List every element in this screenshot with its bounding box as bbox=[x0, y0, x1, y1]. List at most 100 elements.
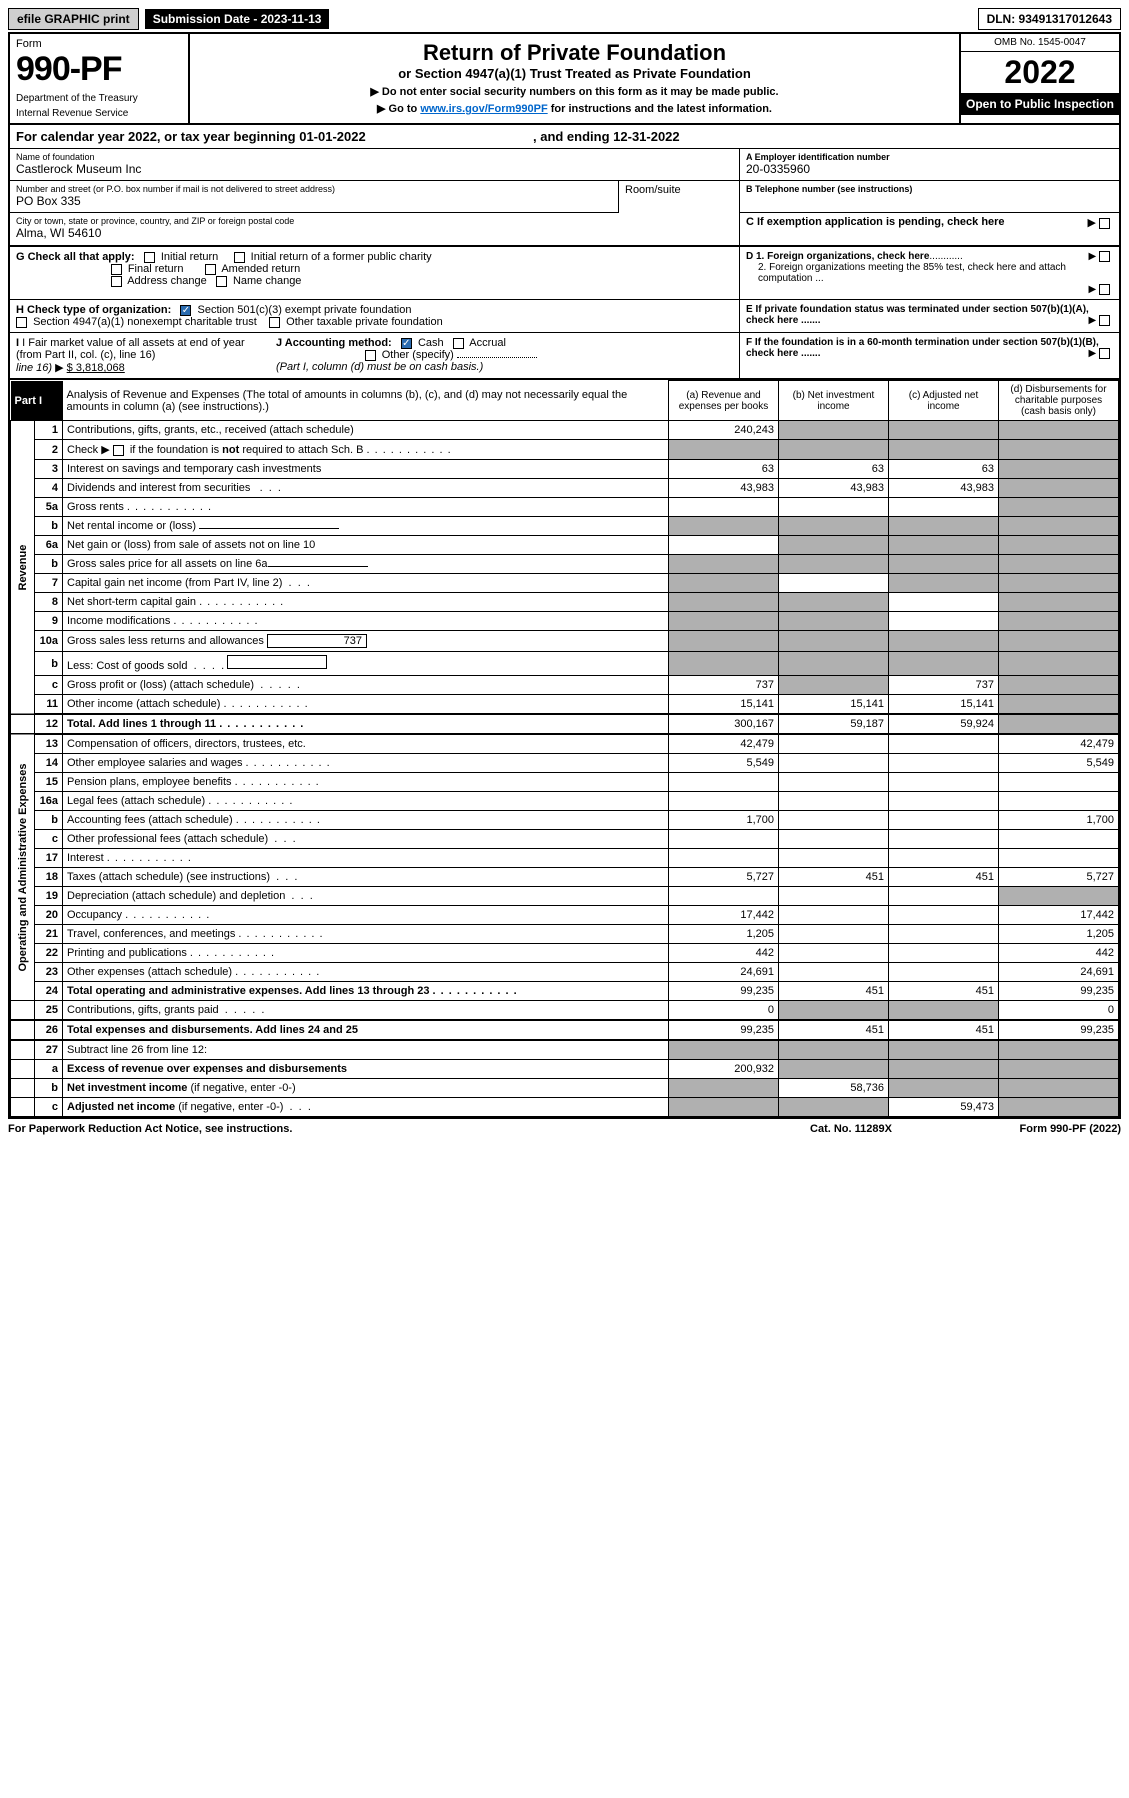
foundation-name: Castlerock Museum Inc bbox=[16, 162, 733, 176]
section-h-e: H Check type of organization: Section 50… bbox=[10, 300, 1119, 333]
row-16a: 16aLegal fees (attach schedule) bbox=[11, 792, 1119, 811]
4947-check[interactable] bbox=[16, 317, 27, 328]
form-footer-label: Form 990-PF (2022) bbox=[961, 1123, 1121, 1135]
col-c-header: (c) Adjusted net income bbox=[889, 381, 999, 421]
header-left: Form 990-PF Department of the Treasury I… bbox=[10, 34, 190, 123]
header-note2: ▶ Go to www.irs.gov/Form990PF for instru… bbox=[200, 102, 949, 115]
header-center: Return of Private Foundation or Section … bbox=[190, 34, 959, 123]
room-suite: Room/suite bbox=[619, 181, 739, 213]
telephone-row: B Telephone number (see instructions) bbox=[740, 181, 1119, 213]
tax-year: 2022 bbox=[961, 52, 1119, 93]
address-row: Number and street (or P.O. box number if… bbox=[10, 181, 619, 213]
row-5b: bNet rental income or (loss) bbox=[11, 517, 1119, 536]
col-a-header: (a) Revenue and expenses per books bbox=[669, 381, 779, 421]
col-b-header: (b) Net investment income bbox=[779, 381, 889, 421]
other-taxable-check[interactable] bbox=[269, 317, 280, 328]
row-3: 3Interest on savings and temporary cash … bbox=[11, 460, 1119, 479]
e-checkbox[interactable] bbox=[1099, 315, 1110, 326]
row-6a: 6aNet gain or (loss) from sale of assets… bbox=[11, 536, 1119, 555]
row-20: 20Occupancy 17,44217,442 bbox=[11, 906, 1119, 925]
section-i-j-f: I I Fair market value of all assets at e… bbox=[10, 333, 1119, 380]
address: PO Box 335 bbox=[16, 194, 612, 208]
expenses-label: Operating and Administrative Expenses bbox=[11, 734, 35, 1001]
row-1: Revenue 1 Contributions, gifts, grants, … bbox=[11, 421, 1119, 440]
row-18: 18Taxes (attach schedule) (see instructi… bbox=[11, 868, 1119, 887]
city-row: City or town, state or province, country… bbox=[10, 213, 739, 245]
i-j-row: I I Fair market value of all assets at e… bbox=[10, 333, 739, 378]
initial-former-check[interactable] bbox=[234, 252, 245, 263]
header-right: OMB No. 1545-0047 2022 Open to Public In… bbox=[959, 34, 1119, 123]
d-checks: D 1. Foreign organizations, check here..… bbox=[739, 247, 1119, 299]
dln-label: DLN: 93491317012643 bbox=[978, 8, 1121, 30]
row-23: 23Other expenses (attach schedule) 24,69… bbox=[11, 963, 1119, 982]
name-change-check[interactable] bbox=[216, 276, 227, 287]
exemption-checkbox[interactable] bbox=[1099, 218, 1110, 229]
row-27a: aExcess of revenue over expenses and dis… bbox=[11, 1060, 1119, 1079]
initial-return-check[interactable] bbox=[144, 252, 155, 263]
city-state-zip: Alma, WI 54610 bbox=[16, 226, 733, 240]
e-check: E If private foundation status was termi… bbox=[739, 300, 1119, 332]
page-footer: For Paperwork Reduction Act Notice, see … bbox=[8, 1119, 1121, 1135]
instructions-link[interactable]: www.irs.gov/Form990PF bbox=[420, 103, 547, 115]
row-26: 26Total expenses and disbursements. Add … bbox=[11, 1020, 1119, 1040]
row-10a: 10aGross sales less returns and allowanc… bbox=[11, 631, 1119, 652]
section-g-d: G Check all that apply: Initial return I… bbox=[10, 247, 1119, 300]
row-15: 15Pension plans, employee benefits bbox=[11, 773, 1119, 792]
row-21: 21Travel, conferences, and meetings 1,20… bbox=[11, 925, 1119, 944]
foundation-name-row: Name of foundation Castlerock Museum Inc bbox=[10, 149, 739, 181]
row-25: 25Contributions, gifts, grants paid . . … bbox=[11, 1001, 1119, 1021]
row-17: 17Interest bbox=[11, 849, 1119, 868]
d1-check[interactable] bbox=[1099, 251, 1110, 262]
row-16c: cOther professional fees (attach schedul… bbox=[11, 830, 1119, 849]
accrual-check[interactable] bbox=[453, 338, 464, 349]
ein-row: A Employer identification number 20-0335… bbox=[740, 149, 1119, 181]
form-word: Form bbox=[16, 38, 182, 50]
row-10b: bLess: Cost of goods sold . . . . bbox=[11, 652, 1119, 676]
fmv-value: $ 3,818,068 bbox=[67, 362, 125, 374]
row-10c: cGross profit or (loss) (attach schedule… bbox=[11, 676, 1119, 695]
row-9: 9Income modifications bbox=[11, 612, 1119, 631]
other-method-check[interactable] bbox=[365, 350, 376, 361]
f-check: F If the foundation is in a 60-month ter… bbox=[739, 333, 1119, 378]
foundation-info: Name of foundation Castlerock Museum Inc… bbox=[10, 149, 1119, 247]
catalog-number: Cat. No. 11289X bbox=[741, 1123, 961, 1135]
row-24: 24Total operating and administrative exp… bbox=[11, 982, 1119, 1001]
501c3-check[interactable] bbox=[180, 305, 191, 316]
row-27c: cAdjusted net income (if negative, enter… bbox=[11, 1098, 1119, 1117]
row-6b: bGross sales price for all assets on lin… bbox=[11, 555, 1119, 574]
row-13: Operating and Administrative Expenses 13… bbox=[11, 734, 1119, 754]
omb-number: OMB No. 1545-0047 bbox=[961, 34, 1119, 52]
efile-button[interactable]: efile GRAPHIC print bbox=[8, 8, 139, 30]
exemption-pending-row: C If exemption application is pending, c… bbox=[740, 213, 1119, 245]
row-19: 19Depreciation (attach schedule) and dep… bbox=[11, 887, 1119, 906]
d2-check[interactable] bbox=[1099, 284, 1110, 295]
row-27b: bNet investment income (if negative, ent… bbox=[11, 1079, 1119, 1098]
g-checks: G Check all that apply: Initial return I… bbox=[10, 247, 739, 299]
top-bar: efile GRAPHIC print Submission Date - 20… bbox=[8, 8, 1121, 30]
part1-table: Part I Analysis of Revenue and Expenses … bbox=[10, 380, 1119, 1117]
paperwork-notice: For Paperwork Reduction Act Notice, see … bbox=[8, 1123, 741, 1135]
row-14: 14Other employee salaries and wages 5,54… bbox=[11, 754, 1119, 773]
part1-desc: Analysis of Revenue and Expenses (The to… bbox=[63, 381, 669, 421]
address-change-check[interactable] bbox=[111, 276, 122, 287]
part1-label: Part I bbox=[11, 381, 63, 421]
cash-check[interactable] bbox=[401, 338, 412, 349]
row-2: 2 Check ▶ if the foundation is not requi… bbox=[11, 440, 1119, 460]
row-5a: 5aGross rents bbox=[11, 498, 1119, 517]
h-checks: H Check type of organization: Section 50… bbox=[10, 300, 739, 332]
f-checkbox[interactable] bbox=[1099, 348, 1110, 359]
irs-label: Internal Revenue Service bbox=[16, 108, 182, 119]
dept-treasury: Department of the Treasury bbox=[16, 93, 182, 104]
open-to-public: Open to Public Inspection bbox=[961, 93, 1119, 115]
form-subtitle: or Section 4947(a)(1) Trust Treated as P… bbox=[200, 66, 949, 81]
sch-b-check[interactable] bbox=[113, 445, 124, 456]
final-return-check[interactable] bbox=[111, 264, 122, 275]
row-8: 8Net short-term capital gain bbox=[11, 593, 1119, 612]
col-d-header: (d) Disbursements for charitable purpose… bbox=[999, 381, 1119, 421]
revenue-label: Revenue bbox=[11, 421, 35, 715]
row-11: 11Other income (attach schedule) 15,1411… bbox=[11, 695, 1119, 715]
calendar-year-row: For calendar year 2022, or tax year begi… bbox=[10, 125, 1119, 149]
row-22: 22Printing and publications 442442 bbox=[11, 944, 1119, 963]
amended-return-check[interactable] bbox=[205, 264, 216, 275]
form-990pf: Form 990-PF Department of the Treasury I… bbox=[8, 32, 1121, 1119]
